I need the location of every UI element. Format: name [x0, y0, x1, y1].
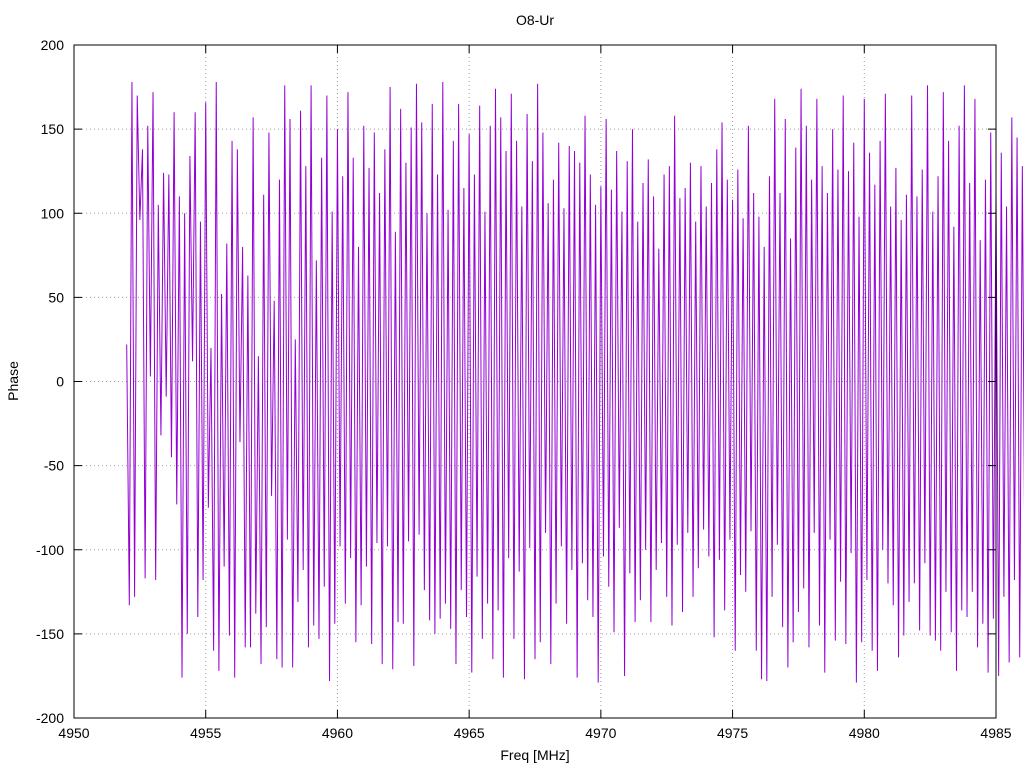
- x-axis-label: Freq [MHz]: [500, 747, 569, 763]
- x-tick-label: 4980: [849, 725, 880, 741]
- x-tick-label: 4955: [190, 725, 221, 741]
- y-axis-label: Phase: [5, 361, 21, 401]
- y-tick-label: -100: [36, 542, 64, 558]
- y-tick-label: -50: [44, 458, 64, 474]
- chart-title: O8-Ur: [516, 12, 554, 28]
- y-tick-label: 150: [41, 121, 65, 137]
- x-tick-label: 4985: [980, 725, 1011, 741]
- y-tick-label: 100: [41, 205, 65, 221]
- axis-ticks: 4950 4955 4960 4965 4970 4975 4980 4985 -200 -150…: [36, 37, 1012, 741]
- x-tick-label: 4960: [322, 725, 353, 741]
- x-tick-label: 4970: [585, 725, 616, 741]
- y-tick-label: 0: [56, 374, 64, 390]
- x-tick-label: 4975: [717, 725, 748, 741]
- y-tick-label: -200: [36, 710, 64, 726]
- x-tick-label: 4965: [454, 725, 485, 741]
- x-tick-label: 4950: [58, 725, 89, 741]
- y-tick-label: 50: [48, 289, 64, 305]
- y-tick-label: -150: [36, 626, 64, 642]
- phase-series-line: [126, 82, 1024, 683]
- y-tick-label: 200: [41, 37, 65, 53]
- series-layer: [126, 82, 1024, 683]
